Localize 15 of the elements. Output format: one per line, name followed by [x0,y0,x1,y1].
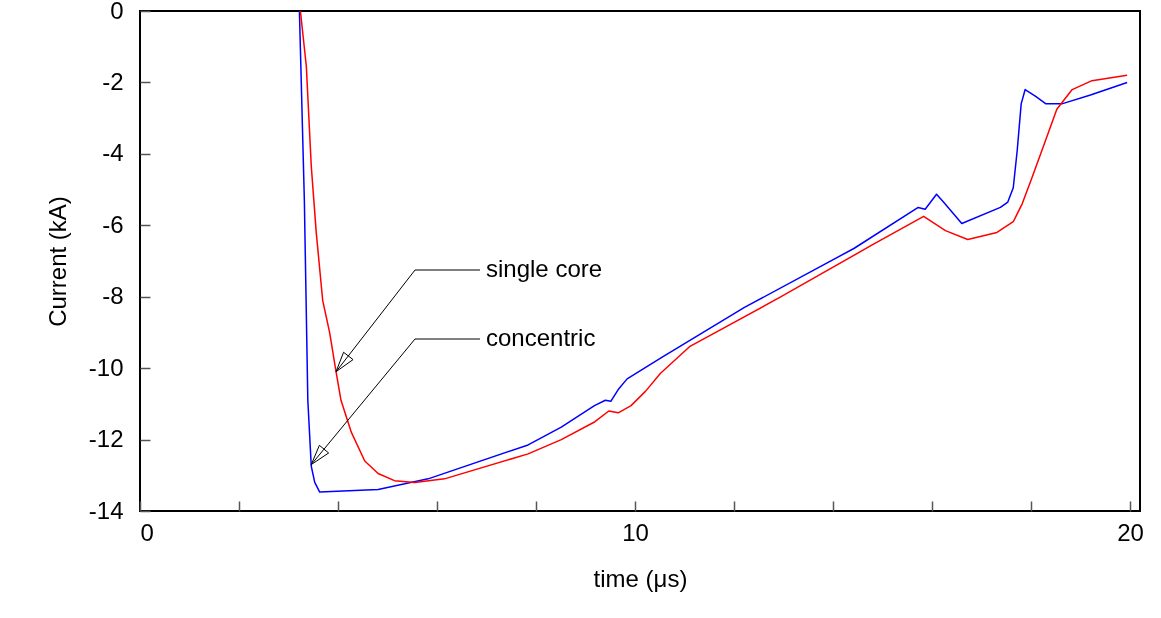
y-tick-label: -8 [102,282,124,310]
y-tick-label: -4 [102,139,124,167]
x-tick-label: 10 [622,518,649,546]
annotation: concentric [486,324,596,351]
y-axis-title: Current (kA) [43,196,71,327]
y-tick-label: -2 [102,67,124,95]
x-axis-title: time (μs) [593,564,688,592]
annotation: single core [486,255,603,282]
y-tick-label: 0 [110,0,124,24]
y-tick-label: -10 [88,353,124,381]
y-tick-label: -6 [102,210,124,238]
x-tick-label: 0 [140,518,154,546]
y-tick-label: -12 [88,425,124,453]
y-tick-label: -14 [88,496,124,524]
x-tick-label: 20 [1117,518,1144,546]
